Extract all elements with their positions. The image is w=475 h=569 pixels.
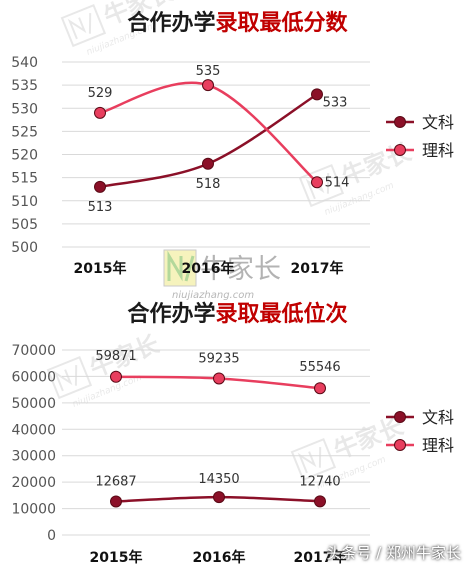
chart-2-title: 合作办学录取最低位次	[0, 301, 475, 329]
x-tick-label: 2017年	[291, 260, 344, 277]
y-tick-label: 510	[11, 194, 38, 210]
data-point	[202, 79, 214, 92]
data-label: 518	[196, 177, 221, 192]
data-label: 55546	[299, 360, 340, 375]
data-point	[314, 382, 326, 395]
y-tick-label: 535	[11, 78, 38, 94]
data-label: 59871	[95, 349, 136, 364]
y-tick-label: 505	[11, 217, 38, 233]
data-point	[202, 157, 214, 170]
legend-marker-理科	[394, 144, 406, 156]
watermark-text: 牛家长	[338, 138, 416, 191]
watermark-logo-box	[290, 437, 337, 482]
chart-2-title-highlight: 录取最低位次	[215, 302, 348, 327]
y-tick-label: 0	[47, 528, 56, 544]
watermark-logo-mark	[297, 447, 322, 474]
watermark-center: 牛家长 niujiazhang.com	[163, 249, 281, 301]
y-tick-label: 515	[11, 171, 38, 187]
chart-1-title-prefix: 合作办学	[127, 11, 216, 36]
legend-marker-理科	[394, 439, 406, 451]
watermark-logo-box	[60, 3, 107, 48]
y-tick-label: 70000	[11, 343, 56, 359]
chart-1-title-highlight: 录取最低分数	[215, 11, 348, 36]
watermark-center-mark	[167, 250, 195, 282]
y-tick-label: 30000	[11, 449, 56, 465]
data-point	[311, 176, 323, 189]
legend-label: 理科	[422, 436, 454, 455]
watermark-logo-mark	[67, 13, 92, 40]
watermark-center-url: niujiazhang.com	[172, 290, 254, 301]
y-tick-label: 520	[11, 148, 38, 164]
chart-2-title-prefix: 合作办学	[127, 302, 216, 327]
y-tick-label: 540	[11, 55, 38, 71]
legend-marker-文科	[394, 116, 406, 128]
data-label: 513	[88, 200, 113, 215]
data-label: 12740	[299, 474, 340, 489]
watermark-logo-mark	[53, 365, 78, 392]
y-tick-label: 500	[11, 240, 38, 256]
data-point	[213, 372, 225, 385]
data-point	[110, 370, 122, 383]
y-tick-label: 50000	[11, 396, 56, 412]
y-tick-label: 60000	[11, 369, 56, 385]
attribution-text: 头条号 / 郑州牛家长	[326, 544, 461, 562]
data-label: 14350	[198, 472, 239, 487]
x-tick-label: 2016年	[182, 260, 235, 277]
y-tick-label: 10000	[11, 502, 56, 518]
legend-label: 理科	[422, 141, 454, 160]
x-tick-label: 2017年	[294, 549, 347, 566]
legend-label: 文科	[422, 113, 454, 132]
x-tick-label: 2015年	[74, 260, 127, 277]
chart-1-title: 合作办学录取最低分数	[0, 10, 475, 38]
data-label: 12687	[95, 474, 136, 489]
data-point	[94, 106, 106, 119]
watermark-logo-box	[46, 355, 93, 400]
data-label: 535	[196, 64, 221, 79]
data-label: 514	[325, 175, 350, 190]
watermark-logo-box	[298, 163, 345, 208]
data-point	[311, 88, 323, 101]
y-tick-label: 525	[11, 124, 38, 140]
x-tick-label: 2016年	[193, 549, 246, 566]
x-tick-label: 2015年	[90, 549, 143, 566]
data-point	[110, 495, 122, 508]
data-label: 529	[88, 86, 113, 101]
legend-marker-文科	[394, 411, 406, 423]
y-tick-label: 530	[11, 101, 38, 117]
y-tick-label: 20000	[11, 475, 56, 491]
data-point	[213, 491, 225, 504]
legend-label: 文科	[422, 408, 454, 427]
data-label: 59235	[198, 351, 239, 366]
data-point	[314, 495, 326, 508]
data-point	[94, 180, 106, 193]
y-tick-label: 40000	[11, 422, 56, 438]
watermark-center-text: 牛家长	[200, 254, 281, 285]
data-label: 533	[323, 95, 348, 110]
